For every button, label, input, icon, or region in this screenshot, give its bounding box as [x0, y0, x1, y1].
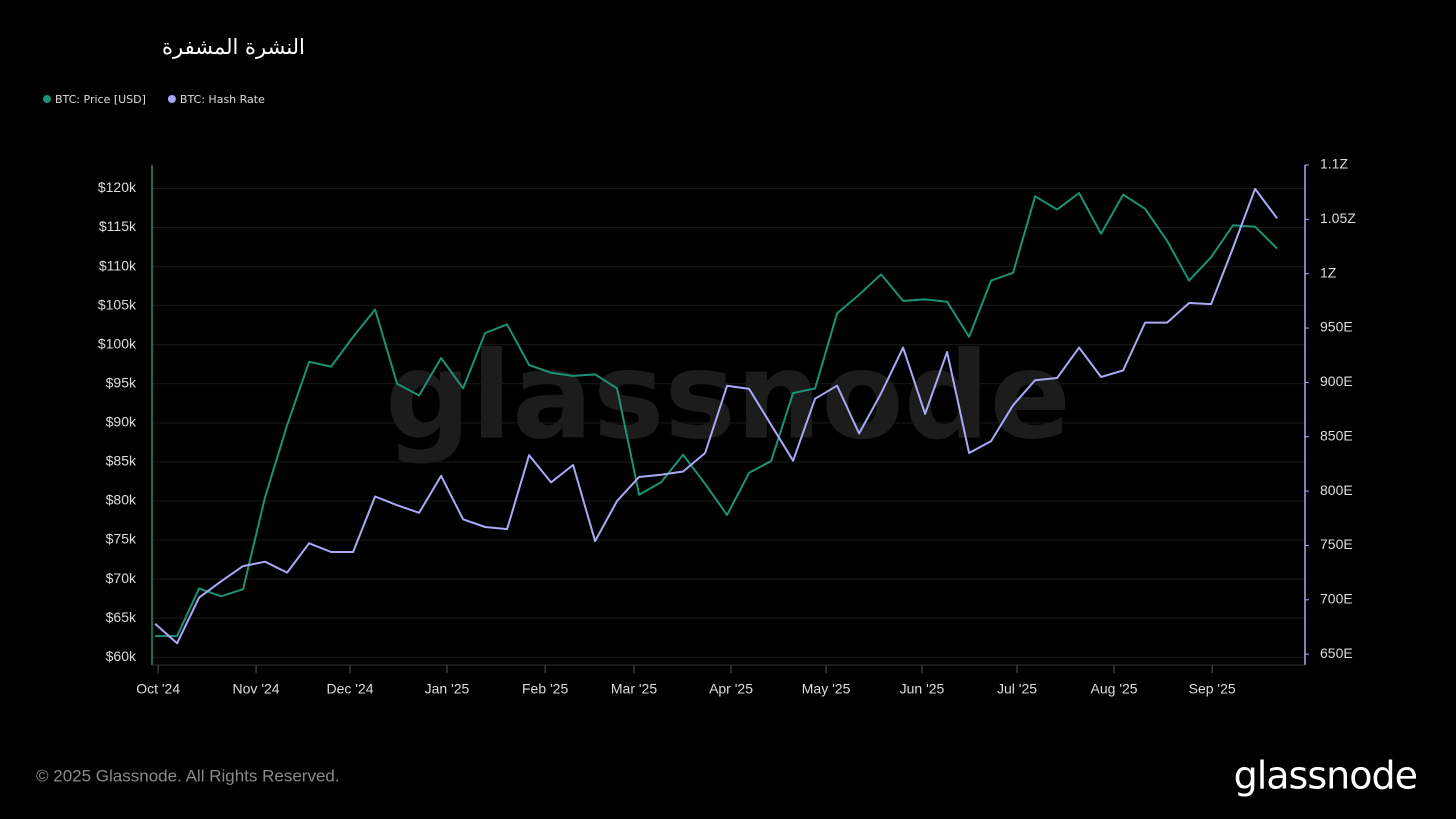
x-tick-label: May '25 [802, 681, 851, 697]
y2-tick-label: 1.05Z [1320, 210, 1356, 226]
legend-swatch [43, 95, 51, 103]
x-tick-label: Jan '25 [425, 681, 470, 697]
y-tick-label: $75k [106, 531, 137, 547]
x-tick-label: Dec '24 [326, 681, 373, 697]
x-tick-label: Aug '25 [1091, 681, 1138, 697]
y-tick-label: $120k [98, 179, 137, 195]
chart-title: النشرة المشفرة [162, 35, 305, 59]
legend-label: BTC: Price [USD] [55, 93, 146, 106]
y-tick-label: $85k [106, 453, 137, 469]
series-line [154, 187, 1278, 645]
legend-label: BTC: Hash Rate [180, 93, 265, 106]
x-tick-label: Nov '24 [233, 681, 280, 697]
y2-tick-label: 750E [1320, 536, 1353, 552]
y-tick-label: $90k [106, 414, 137, 430]
y2-tick-label: 950E [1320, 319, 1353, 335]
y2-tick-label: 800E [1320, 482, 1353, 498]
x-tick-label: Jun '25 [900, 681, 945, 697]
y2-tick-label: 1.1Z [1320, 156, 1348, 172]
y-tick-label: $80k [106, 492, 137, 508]
y-tick-label: $110k [99, 257, 137, 273]
y2-tick-label: 1Z [1320, 264, 1337, 280]
x-tick-label: Feb '25 [522, 681, 568, 697]
legend-swatch [167, 95, 176, 103]
x-tick-label: Oct '24 [136, 681, 180, 697]
y2-tick-label: 850E [1320, 427, 1353, 443]
y-tick-label: $105k [98, 296, 137, 312]
y-tick-label: $70k [106, 570, 137, 586]
y-tick-label: $65k [106, 609, 137, 625]
x-tick-label: Apr '25 [709, 681, 753, 697]
y-tick-label: $95k [106, 374, 137, 390]
legend: BTC: Price [USD] BTC: Hash Rate [43, 93, 265, 106]
x-tick-label: Jul '25 [997, 681, 1037, 697]
x-tick-label: Mar '25 [611, 681, 657, 697]
x-tick-label: Sep '25 [1189, 681, 1236, 697]
y2-tick-label: 900E [1320, 373, 1353, 389]
y2-tick-label: 650E [1320, 645, 1353, 661]
logo: glassnode [1234, 754, 1417, 798]
y-tick-label: $100k [98, 335, 137, 351]
y2-tick-label: 700E [1320, 590, 1353, 606]
series-line [155, 192, 1278, 638]
footer: © 2025 Glassnode. All Rights Reserved. [36, 766, 340, 785]
y-tick-label: $60k [106, 648, 137, 664]
y-tick-label: $115k [99, 218, 137, 234]
